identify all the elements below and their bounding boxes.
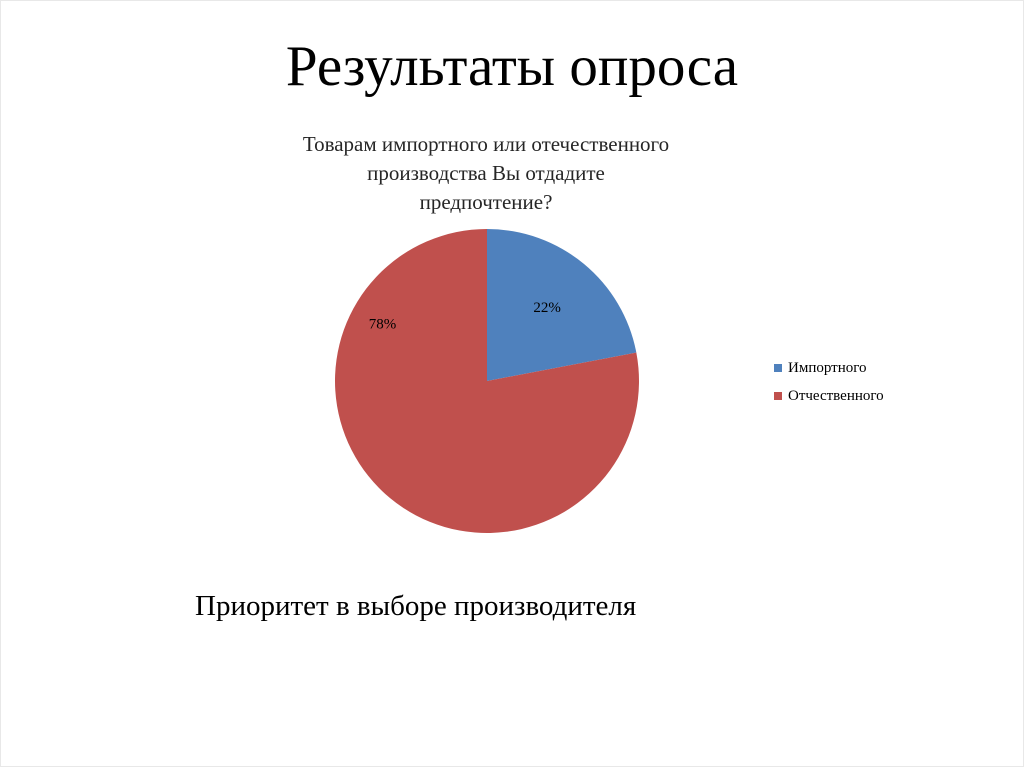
chart-title: Товарам импортного или отечественного пр… bbox=[300, 130, 672, 217]
chart-title-line-2: производства Вы отдадите предпочтение? bbox=[367, 161, 605, 214]
legend-item-domestic: Отчественного bbox=[774, 385, 884, 413]
slide-title: Результаты опроса bbox=[285, 35, 739, 98]
data-label-domestic: 78% bbox=[369, 316, 397, 332]
pie-slice-import bbox=[487, 229, 637, 381]
chart-title-line-1: Товарам импортного или отечественного bbox=[302, 132, 670, 156]
legend-swatch-import bbox=[774, 364, 782, 372]
chart-legend: Импортного Отчественного bbox=[774, 357, 884, 413]
legend-label-domestic: Отчественного bbox=[788, 388, 884, 404]
data-label-import: 22% bbox=[533, 300, 561, 316]
legend-label-import: Импортного bbox=[788, 360, 867, 376]
slide-caption: Приоритет в выборе производителя bbox=[195, 590, 637, 622]
legend-swatch-domestic bbox=[774, 392, 782, 400]
pie-slice-domestic bbox=[335, 229, 639, 533]
legend-item-import: Импортного bbox=[774, 357, 884, 385]
